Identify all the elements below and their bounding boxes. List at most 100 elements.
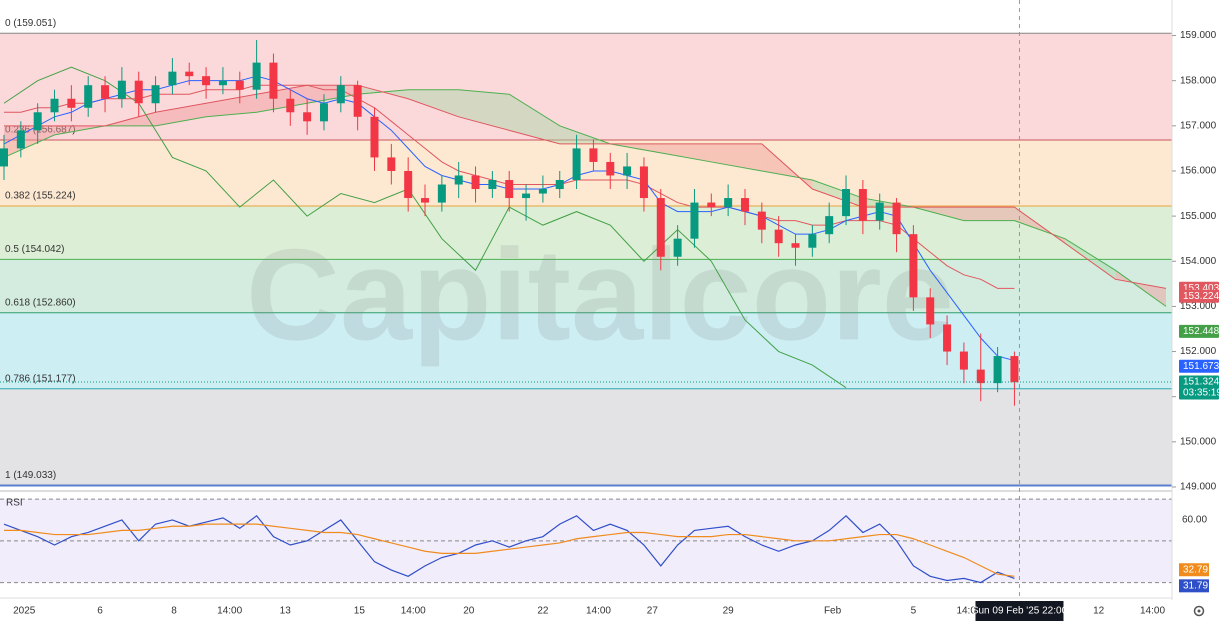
y-tick-label: 152.000	[1180, 346, 1217, 357]
candle-body	[370, 116, 379, 158]
cloud-segment	[711, 143, 762, 171]
cloud-span-a	[3, 89, 1167, 307]
candle-body	[202, 76, 211, 86]
candle-body	[353, 85, 362, 117]
x-tick-label: Feb	[824, 606, 842, 617]
candle-body	[101, 85, 110, 99]
candle-body	[404, 170, 413, 199]
y-tick-label: 150.000	[1180, 436, 1217, 447]
candle-body	[319, 103, 328, 122]
candle-body	[707, 202, 716, 208]
x-tick-label: 2025	[13, 606, 36, 617]
x-tick-label: 12	[1093, 606, 1105, 617]
y-tick-label: 156.000	[1180, 166, 1217, 177]
candle-body	[808, 234, 817, 248]
candle-body	[437, 184, 446, 203]
y-tick-label: 155.000	[1180, 211, 1217, 222]
cloud-segment	[155, 103, 207, 126]
price-tag	[1179, 359, 1219, 373]
price-tag-label: 153.224	[1183, 291, 1220, 302]
candle-body	[16, 130, 25, 149]
fib-label: 0.786 (151.177)	[5, 373, 76, 384]
price-tag-label: 151.324	[1183, 377, 1220, 388]
candle-body	[488, 180, 497, 190]
fib-label: 0.618 (152.860)	[5, 297, 76, 308]
candle-body	[151, 85, 160, 104]
candle-body	[825, 216, 834, 235]
candle-body	[50, 98, 59, 113]
x-tick-label: 14:00	[1140, 606, 1165, 617]
candle-body	[606, 161, 615, 176]
x-tick-label: 13	[280, 606, 292, 617]
fib-zone	[0, 33, 1172, 140]
candle-body	[336, 85, 345, 104]
y-tick-label: 159.000	[1180, 30, 1217, 41]
candle-body	[454, 175, 463, 185]
candle-body	[673, 238, 682, 257]
candle-body	[993, 356, 1002, 384]
candle-body	[589, 148, 598, 162]
cloud-segment	[307, 85, 358, 104]
fib-zone	[0, 388, 1172, 486]
candle-body	[774, 229, 783, 244]
candle-body	[421, 198, 430, 203]
candle-body	[791, 243, 800, 248]
x-tick-label: 14:00	[217, 606, 242, 617]
y-tick-label: 154.000	[1180, 256, 1217, 267]
candle-body	[33, 112, 42, 131]
candle-body	[522, 193, 531, 199]
candle-body	[623, 166, 632, 176]
rsi-line	[4, 523, 1015, 577]
settings-icon[interactable]	[1193, 605, 1205, 617]
cloud-segment	[660, 143, 712, 162]
candle-body	[286, 98, 295, 113]
rsi-line	[3, 514, 1015, 584]
fib-label: 0.5 (154.042)	[5, 244, 65, 255]
fib-label: 1 (149.033)	[5, 470, 56, 481]
candle-body	[538, 189, 547, 194]
x-tick-label: 14:00	[586, 606, 611, 617]
rsi-title: RSI	[6, 498, 23, 509]
fib-label: 0 (159.051)	[5, 18, 56, 29]
rsi-tag-label: 32.79	[1183, 564, 1208, 575]
cloud-segment	[206, 94, 257, 117]
crosshair-label-bg	[975, 601, 1064, 621]
cloud-segment	[812, 180, 863, 208]
candle-body	[0, 148, 8, 167]
x-tick-label: 14:00	[401, 606, 426, 617]
rsi-tick-label: 60.00	[1182, 515, 1207, 526]
price-tag-label: 153.403	[1183, 283, 1220, 294]
gear-center[interactable]	[1197, 609, 1201, 613]
candle-body	[909, 234, 918, 298]
candle-body	[235, 80, 244, 90]
candle-body	[134, 80, 143, 104]
candle-body	[218, 80, 227, 86]
candle-body	[926, 297, 935, 325]
crosshair-label: Sun 09 Feb '25 22:00	[972, 606, 1068, 617]
fib-zone	[0, 312, 1172, 389]
rsi-tag-label: 31.79	[1183, 580, 1208, 591]
x-tick-label: 29	[723, 606, 735, 617]
x-tick-label: 15	[354, 606, 366, 617]
y-tick-label: 157.000	[1180, 120, 1217, 131]
candle-body	[757, 211, 766, 230]
candle-body	[387, 157, 396, 171]
x-tick-label: 6	[97, 606, 103, 617]
candle-body	[505, 180, 514, 199]
x-tick-label: 8	[171, 606, 177, 617]
cloud-segment	[963, 207, 1015, 221]
candle-body	[639, 166, 648, 199]
candle-body	[168, 71, 177, 86]
y-tick-label: 149.000	[1180, 482, 1217, 493]
gear[interactable]	[1193, 605, 1205, 617]
candle-body	[572, 148, 581, 180]
cloud-segment	[408, 89, 459, 117]
candle-body	[943, 324, 952, 352]
candle-body	[976, 369, 985, 384]
x-tick-label: 5	[911, 606, 917, 617]
candle-body	[724, 198, 733, 208]
candle-body	[471, 175, 480, 190]
price-tag	[1179, 324, 1219, 338]
countdown: 03:35:19	[1183, 388, 1221, 399]
